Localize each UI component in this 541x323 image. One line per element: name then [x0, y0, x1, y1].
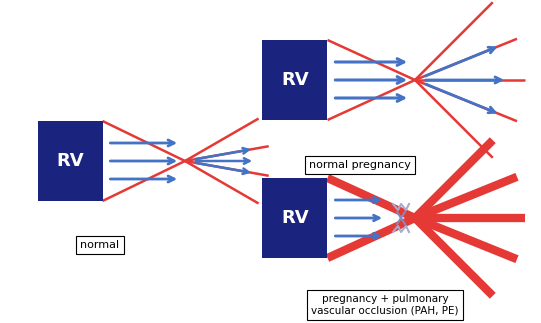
Text: RV: RV: [56, 152, 84, 170]
FancyBboxPatch shape: [262, 178, 327, 258]
Text: normal pregnancy: normal pregnancy: [309, 160, 411, 170]
Text: RV: RV: [281, 71, 309, 89]
Text: RV: RV: [281, 209, 309, 227]
Text: normal: normal: [81, 240, 120, 250]
FancyBboxPatch shape: [37, 121, 102, 201]
FancyBboxPatch shape: [262, 40, 327, 120]
Text: pregnancy + pulmonary
vascular occlusion (PAH, PE): pregnancy + pulmonary vascular occlusion…: [311, 294, 459, 316]
